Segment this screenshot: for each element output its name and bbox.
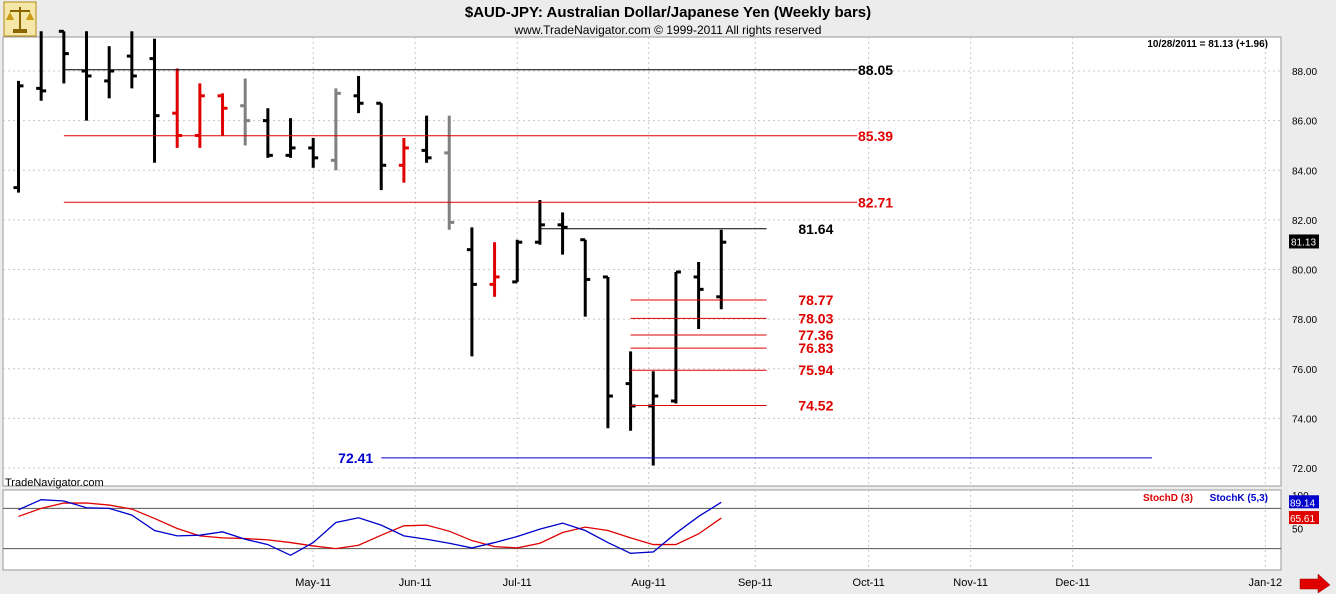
ohlc-bar <box>670 270 681 404</box>
level-label: 82.71 <box>858 194 893 210</box>
last-price-label: 81.13 <box>1291 237 1316 248</box>
level-label: 75.94 <box>798 362 833 378</box>
y-tick-label: 80.00 <box>1292 266 1317 277</box>
watermark-text: TradeNavigator.com <box>5 477 104 489</box>
ohlc-bar <box>353 75 364 114</box>
ohlc-bar <box>602 275 613 429</box>
level-label: 72.41 <box>338 450 373 466</box>
level-label: 78.03 <box>798 310 833 326</box>
logo-pan-left <box>6 12 14 20</box>
x-tick-label: Dec-11 <box>1055 577 1090 589</box>
y-tick-label: 86.00 <box>1292 117 1317 128</box>
stochk-readout: 89.14 <box>1290 498 1315 509</box>
ohlc-bar <box>58 29 69 84</box>
x-tick-label: Nov-11 <box>953 577 988 589</box>
ohlc-bar <box>308 137 319 168</box>
y-tick-label: 78.00 <box>1292 315 1317 326</box>
x-tick-label: Jan-12 <box>1249 577 1283 589</box>
ohlc-bar <box>376 101 387 191</box>
ohlc-bar <box>240 78 251 146</box>
y-tick-label: 84.00 <box>1292 166 1317 177</box>
ohlc-bar <box>489 242 500 297</box>
ohlc-bar <box>285 118 296 158</box>
x-tick-label: Jul-11 <box>503 577 532 589</box>
ohlc-bar <box>580 238 591 317</box>
ohlc-bar <box>104 46 115 99</box>
y-tick-label: 76.00 <box>1292 365 1317 376</box>
ohlc-bar <box>217 93 228 136</box>
x-tick-label: Sep-11 <box>738 577 773 589</box>
ohlc-bar <box>262 108 273 158</box>
level-label: 81.64 <box>798 221 833 237</box>
level-label: 88.05 <box>858 62 893 78</box>
legend-stochk: StochK (5,3) <box>1210 493 1268 504</box>
x-tick-label: Jun-11 <box>399 577 432 589</box>
y-tick-label: 88.00 <box>1292 67 1317 78</box>
ohlc-bar <box>716 229 727 310</box>
copyright-text: www.TradeNavigator.com © 1999-2011 All r… <box>514 23 822 37</box>
ohlc-bar <box>149 38 160 163</box>
y-tick-label: 74.00 <box>1292 414 1317 425</box>
x-tick-label: May-11 <box>295 577 331 589</box>
legend-stochd: StochD (3) <box>1143 493 1193 504</box>
ohlc-bar <box>398 137 409 183</box>
ohlc-bar <box>534 200 545 245</box>
ohlc-bar <box>444 115 455 230</box>
x-tick-label: Aug-11 <box>631 577 666 589</box>
ohlc-bar <box>466 227 477 357</box>
chart-title: $AUD-JPY: Australian Dollar/Japanese Yen… <box>465 4 871 21</box>
x-tick-label: Oct-11 <box>853 577 885 589</box>
ohlc-bar <box>126 31 137 89</box>
last-price-box <box>1289 234 1319 249</box>
ohlc-bar <box>13 80 24 193</box>
ohlc-bar <box>421 115 432 163</box>
level-label: 85.39 <box>858 128 893 144</box>
y-tick-label: 82.00 <box>1292 216 1317 227</box>
right-arrow-icon[interactable] <box>1299 573 1331 594</box>
ohlc-bar <box>81 31 92 121</box>
price-panel <box>2 36 1282 487</box>
ohlc-bar <box>512 239 523 284</box>
last-quote: 10/28/2011 = 81.13 (+1.96) <box>1147 39 1268 50</box>
ohlc-bar <box>330 88 341 171</box>
stochk-readout-box <box>1289 495 1319 509</box>
logo-base <box>13 29 27 33</box>
ohlc-bar <box>36 31 47 101</box>
stoch-series-line <box>18 502 722 550</box>
logo-pan-right <box>26 12 34 20</box>
level-label: 76.83 <box>798 340 833 356</box>
stoch-series-line <box>18 499 722 557</box>
stochd-readout-box <box>1289 511 1319 525</box>
level-label: 74.52 <box>798 397 833 413</box>
scales-icon <box>3 1 37 37</box>
y-tick-label: 72.00 <box>1292 464 1317 475</box>
level-label: 78.77 <box>798 292 833 308</box>
ohlc-bar <box>557 212 568 255</box>
stochastic-panel <box>2 489 1282 571</box>
level-label: 77.36 <box>798 327 833 343</box>
stoch-y-tick-label: 50 <box>1292 525 1304 536</box>
stochd-readout: 65.61 <box>1290 514 1315 525</box>
